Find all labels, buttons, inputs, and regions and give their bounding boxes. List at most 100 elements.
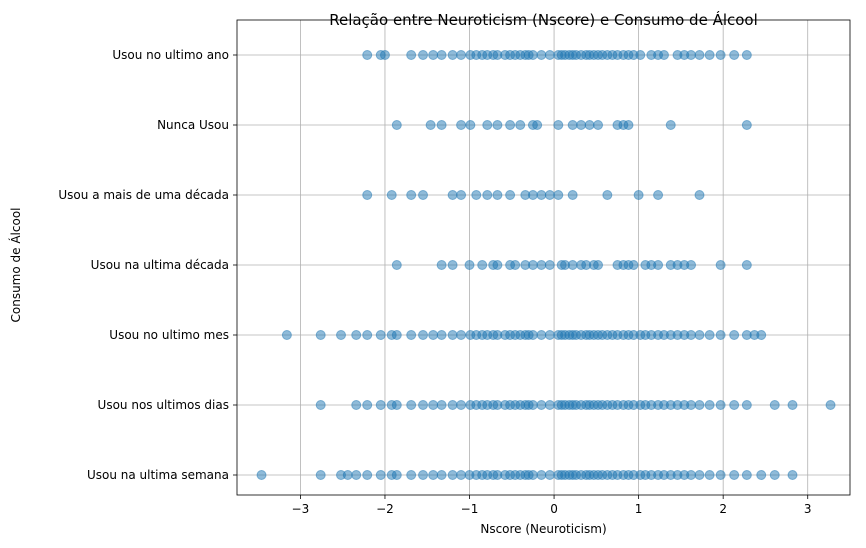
data-point <box>386 190 397 200</box>
data-point <box>362 400 373 410</box>
data-point <box>527 400 538 410</box>
data-point <box>492 120 503 130</box>
data-point <box>406 400 417 410</box>
data-point <box>418 400 429 410</box>
data-point <box>527 260 538 270</box>
data-point <box>704 50 715 60</box>
data-point <box>769 470 780 480</box>
chart-title: Relação entre Neuroticism (Nscore) e Con… <box>329 10 758 29</box>
data-point <box>351 400 362 410</box>
data-point <box>553 190 564 200</box>
data-point <box>464 260 475 270</box>
data-point <box>633 190 644 200</box>
y-tick-label: Usou no ultimo ano <box>112 48 229 62</box>
data-point <box>536 470 547 480</box>
data-point <box>593 120 604 130</box>
data-point <box>391 400 402 410</box>
data-point <box>544 50 555 60</box>
y-axis-label: Consumo de Álcool <box>8 207 23 322</box>
data-point <box>447 50 458 60</box>
data-point <box>515 120 526 130</box>
data-point <box>787 400 798 410</box>
data-point <box>756 470 767 480</box>
data-point <box>315 330 326 340</box>
data-point <box>505 120 516 130</box>
data-point <box>492 260 503 270</box>
data-point <box>391 120 402 130</box>
data-point <box>741 260 752 270</box>
data-point <box>527 190 538 200</box>
y-tick-label: Usou na ultima década <box>91 258 229 272</box>
data-point <box>379 50 390 60</box>
y-tick-label: Usou na ultima semana <box>87 468 229 482</box>
data-point <box>536 330 547 340</box>
data-point <box>665 120 676 130</box>
data-point <box>715 260 726 270</box>
data-point <box>741 120 752 130</box>
data-point <box>532 120 543 130</box>
y-tick-label: Usou no ultimo mes <box>109 328 229 342</box>
data-point <box>391 260 402 270</box>
data-point <box>456 470 467 480</box>
data-point <box>406 330 417 340</box>
data-point <box>391 330 402 340</box>
data-point <box>375 470 386 480</box>
data-point <box>686 260 697 270</box>
data-point <box>536 400 547 410</box>
data-point <box>447 400 458 410</box>
data-point <box>741 400 752 410</box>
data-point <box>456 190 467 200</box>
data-point <box>471 190 482 200</box>
data-point <box>456 120 467 130</box>
y-tick-label: Nunca Usou <box>157 118 229 132</box>
x-tick-label: −3 <box>292 502 310 516</box>
data-point <box>623 120 634 130</box>
data-point <box>428 330 439 340</box>
data-point <box>584 120 595 130</box>
data-point <box>544 470 555 480</box>
data-point <box>544 260 555 270</box>
data-point <box>482 120 493 130</box>
data-point <box>362 190 373 200</box>
data-point <box>686 50 697 60</box>
data-point <box>715 470 726 480</box>
data-point <box>436 120 447 130</box>
data-point <box>602 190 613 200</box>
data-point <box>694 400 705 410</box>
data-point <box>527 470 538 480</box>
data-point <box>342 470 353 480</box>
data-point <box>351 470 362 480</box>
data-point <box>362 50 373 60</box>
y-tick-label: Usou nos ultimos dias <box>98 398 229 412</box>
data-point <box>418 190 429 200</box>
data-point <box>756 330 767 340</box>
data-point <box>729 400 740 410</box>
data-point <box>544 400 555 410</box>
data-point <box>704 470 715 480</box>
data-point <box>567 120 578 130</box>
data-point <box>593 260 604 270</box>
data-point <box>715 50 726 60</box>
data-point <box>256 470 267 480</box>
data-point <box>694 330 705 340</box>
data-point <box>428 50 439 60</box>
data-point <box>536 50 547 60</box>
x-tick-label: −2 <box>376 502 394 516</box>
data-point <box>527 330 538 340</box>
grid-lines <box>237 20 850 495</box>
data-point <box>576 120 587 130</box>
x-tick-label: 3 <box>804 502 812 516</box>
data-point <box>447 330 458 340</box>
data-point <box>477 260 488 270</box>
data-point <box>715 330 726 340</box>
data-point <box>527 50 538 60</box>
data-point <box>686 470 697 480</box>
data-point <box>704 330 715 340</box>
x-tick-label: 0 <box>550 502 558 516</box>
data-point <box>769 400 780 410</box>
data-point <box>315 470 326 480</box>
data-point <box>447 470 458 480</box>
data-point <box>465 120 476 130</box>
data-points <box>256 50 836 480</box>
data-point <box>536 190 547 200</box>
